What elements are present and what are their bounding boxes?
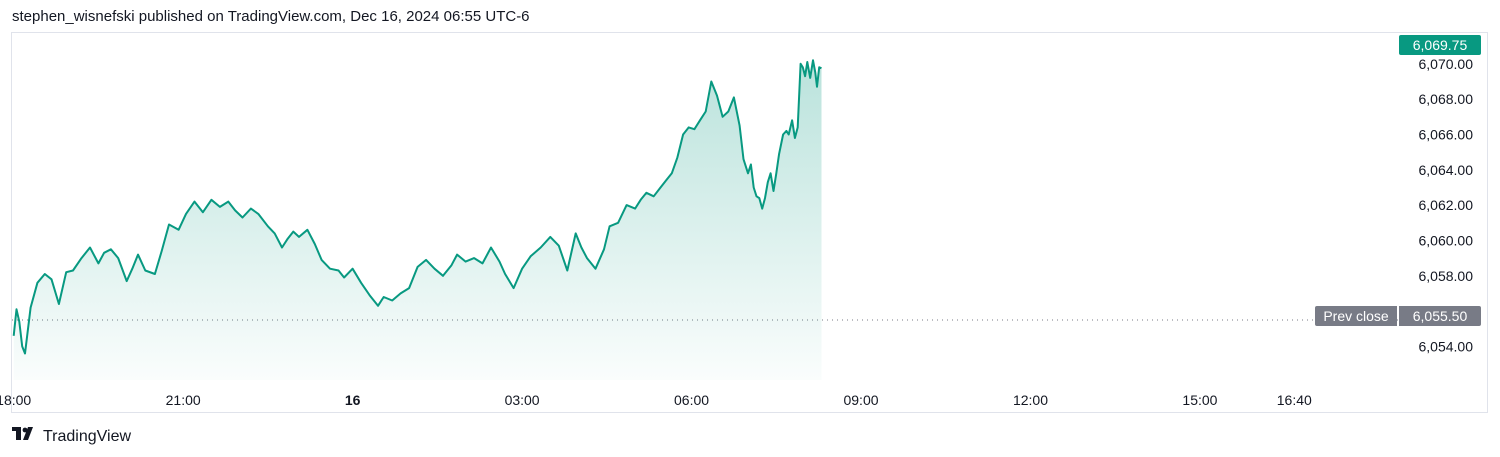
- prev-close-value: 6,055.50: [1399, 306, 1481, 326]
- tradingview-logo-icon: [12, 427, 38, 446]
- x-tick-label: 16:40: [1277, 392, 1312, 408]
- y-tick-label: 6,068.00: [1419, 91, 1474, 107]
- publisher-line: stephen_wisnefski published on TradingVi…: [12, 8, 530, 25]
- footer-brand: TradingView: [12, 427, 131, 446]
- y-tick-label: 6,066.00: [1419, 126, 1474, 142]
- brand-name: TradingView: [43, 427, 132, 445]
- y-tick-label: 6,058.00: [1419, 268, 1474, 284]
- x-tick-label: 21:00: [166, 392, 201, 408]
- x-tick-label: 15:00: [1182, 392, 1217, 408]
- x-tick-label: 16: [345, 392, 361, 408]
- last-price-badge: 6,069.75: [1399, 35, 1481, 55]
- price-line: [12, 59, 822, 355]
- y-tick-label: 6,060.00: [1419, 232, 1474, 248]
- y-tick-label: 6,064.00: [1419, 162, 1474, 178]
- y-tick-label: 6,062.00: [1419, 197, 1474, 213]
- x-tick-label: 03:00: [505, 392, 540, 408]
- price-area-fill: [13, 60, 822, 381]
- x-tick-label: 18:00: [0, 392, 31, 408]
- prev-close-label: Prev close: [1315, 306, 1397, 326]
- y-tick-label: 6,070.00: [1419, 56, 1474, 72]
- x-tick-label: 09:00: [843, 392, 878, 408]
- chart-frame: [11, 32, 1488, 413]
- x-tick-label: 06:00: [674, 392, 709, 408]
- x-tick-label: 12:00: [1013, 392, 1048, 408]
- y-tick-label: 6,054.00: [1419, 338, 1474, 354]
- x-axis: 18:00 21:00 16 03:00 06:00 09:00 12:00 15:00 16:…: [0, 392, 1312, 408]
